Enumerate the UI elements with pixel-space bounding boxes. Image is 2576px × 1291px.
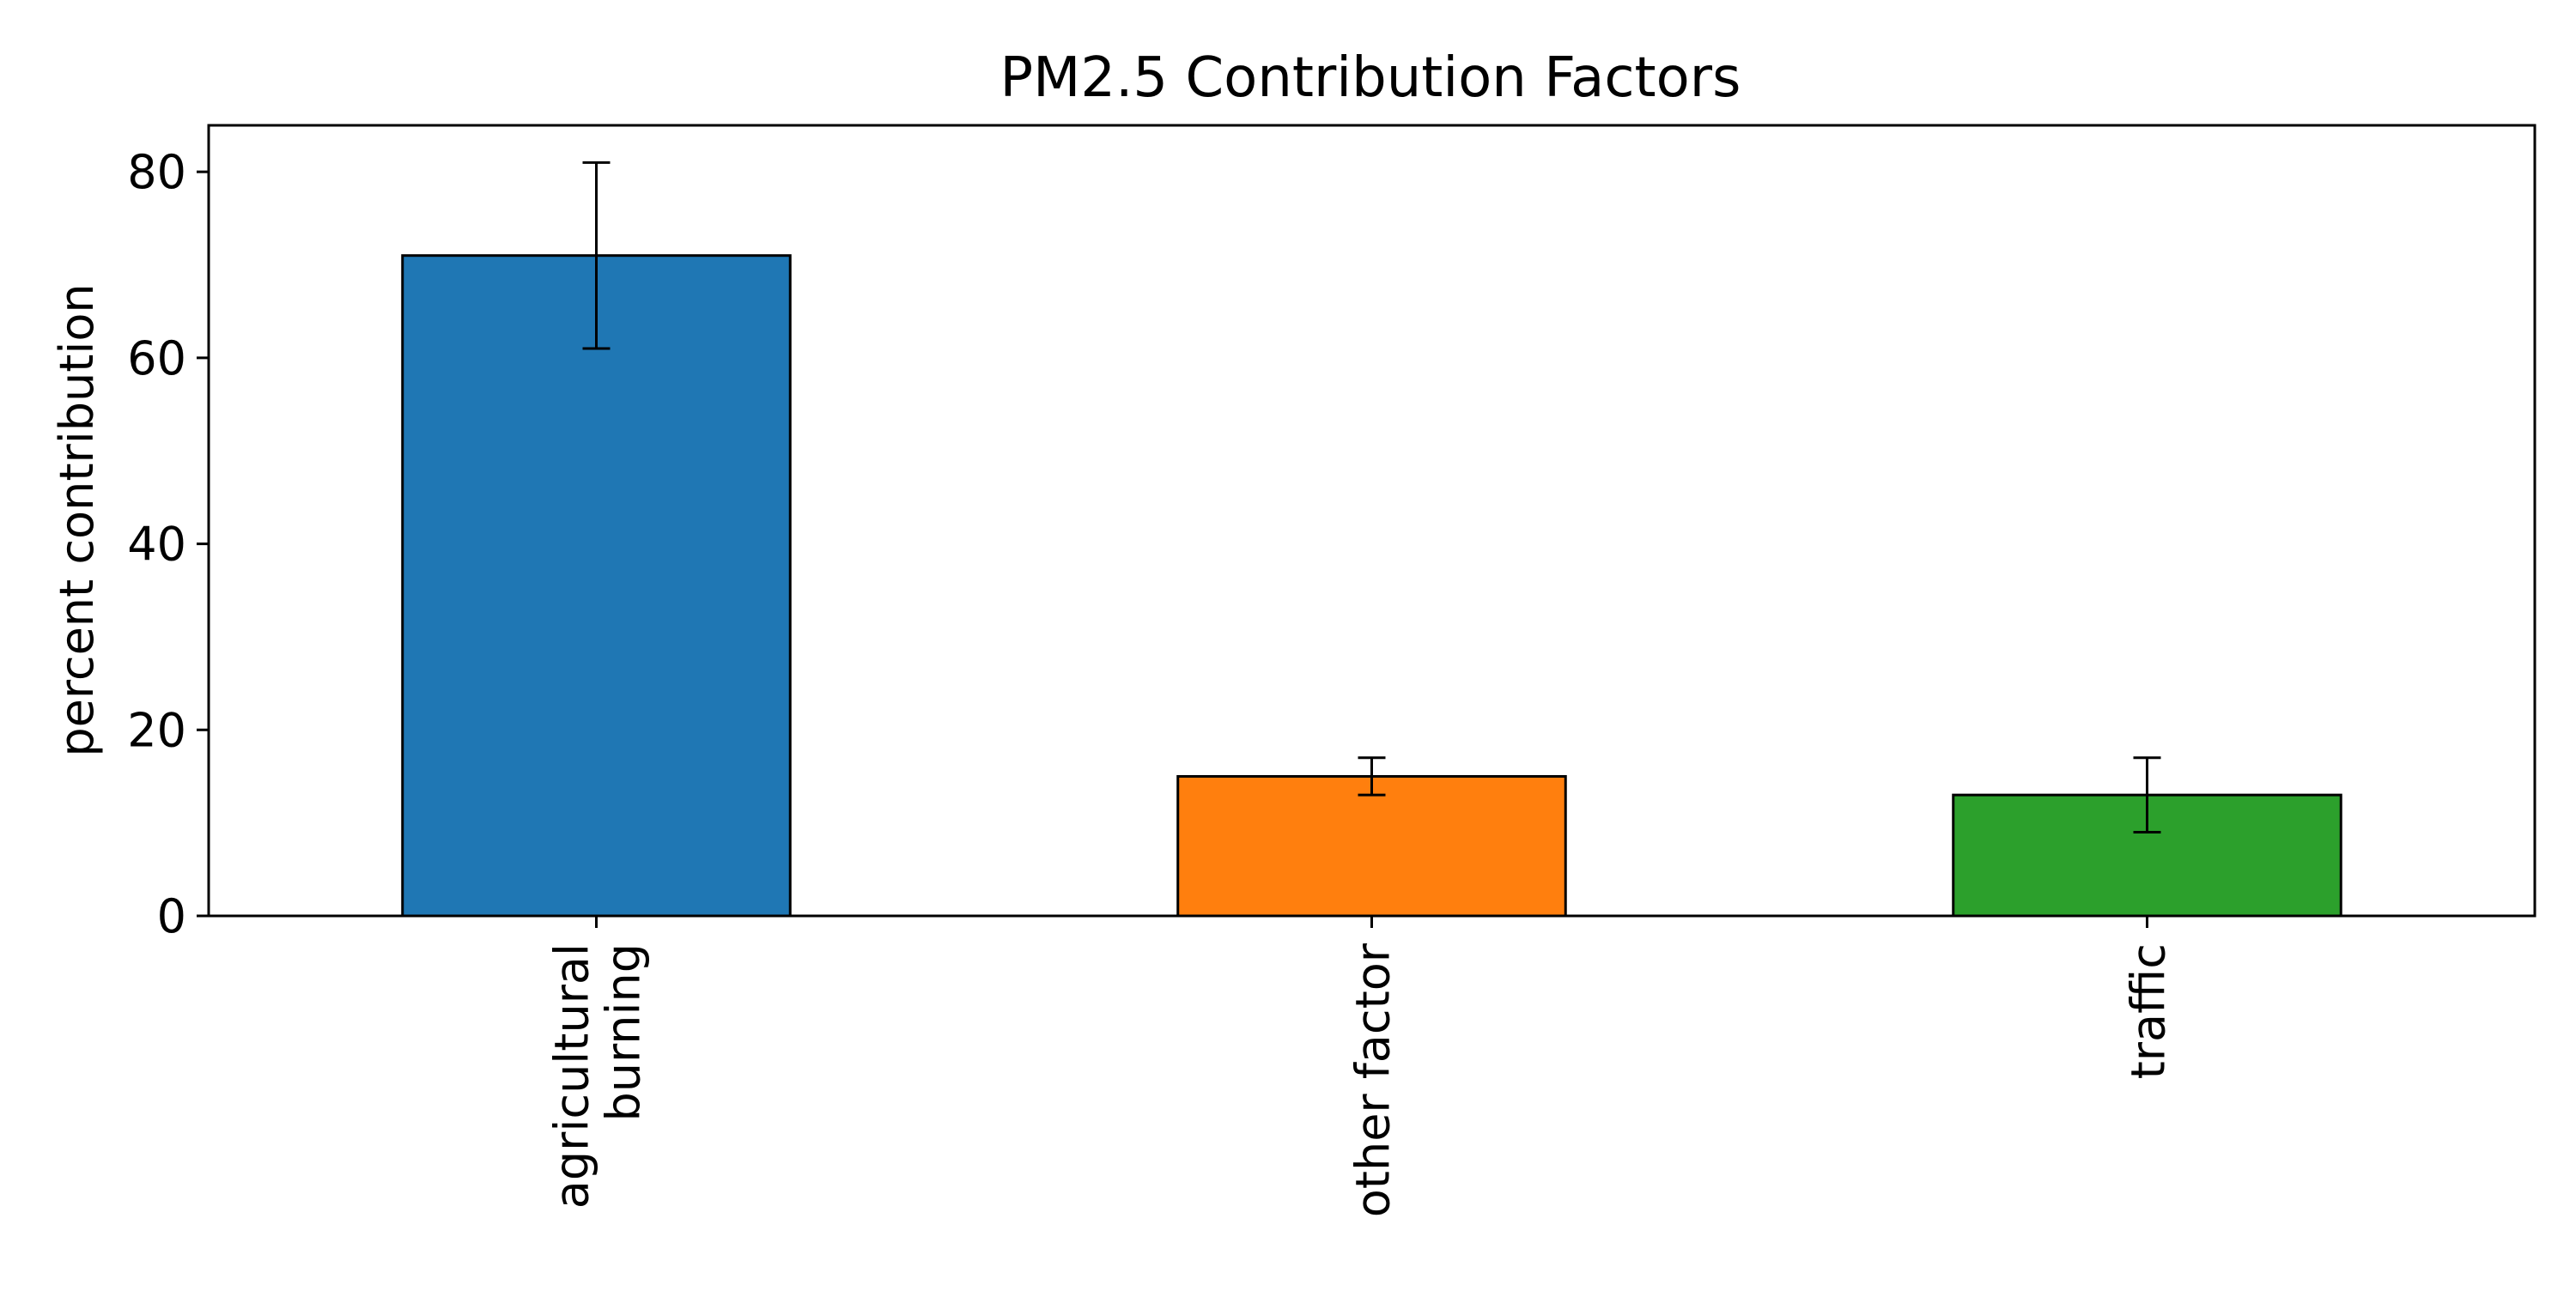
y-tick-label: 80: [127, 145, 186, 199]
x-tick-label: agricultural: [545, 943, 599, 1209]
bar: [1176, 774, 1567, 918]
chart-title: PM2.5 Contribution Factors: [1000, 46, 1741, 110]
y-tick-label: 60: [127, 331, 186, 385]
x-tick-label: traffic: [2122, 943, 2176, 1079]
y-tick-label: 20: [127, 703, 186, 757]
error-bars-layer: [582, 161, 2161, 833]
y-tick-label: 40: [127, 518, 186, 572]
x-tick-label: other factor: [1346, 942, 1400, 1217]
bars-layer: [401, 254, 2342, 918]
y-tick-label: 0: [157, 889, 186, 943]
x-tick-label: burning: [597, 943, 651, 1121]
y-axis-label: percent contribution: [50, 283, 104, 756]
bar: [401, 254, 792, 918]
y-axis-ticks: 0 20 40 60 80: [127, 145, 209, 943]
